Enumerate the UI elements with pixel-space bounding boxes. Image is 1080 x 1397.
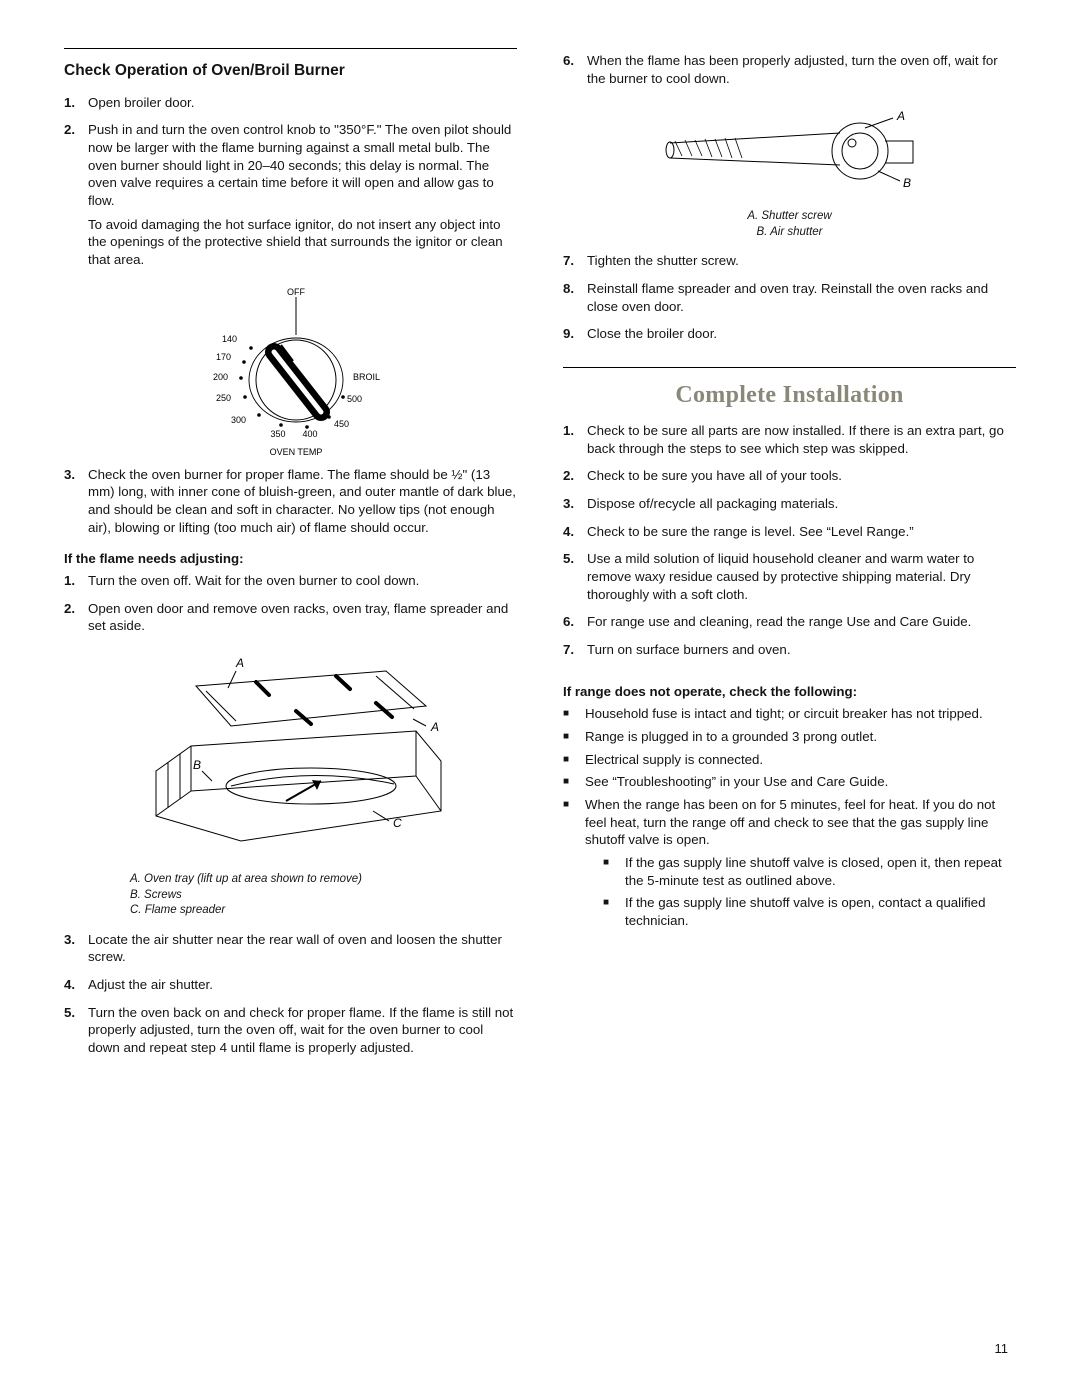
step-text: Check the oven burner for proper flame. … xyxy=(88,466,517,537)
step-item: 4. Adjust the air shutter. xyxy=(64,976,517,1000)
adjust-steps-b: 3. Locate the air shutter near the rear … xyxy=(64,931,517,1063)
figure-shutter: A B xyxy=(645,103,935,203)
svg-text:200: 200 xyxy=(212,372,227,382)
troubleshoot-list: Household fuse is intact and tight; or c… xyxy=(563,705,1016,934)
svg-text:A: A xyxy=(430,720,439,734)
steps-list-initial: 1. Open broiler door. 2. Push in and tur… xyxy=(64,94,517,275)
step-item: 5.Use a mild solution of liquid househol… xyxy=(563,550,1016,609)
step-item: 2. Push in and turn the oven control kno… xyxy=(64,121,517,274)
step-item: 9. Close the broiler door. xyxy=(563,325,1016,349)
svg-text:B: B xyxy=(193,758,201,772)
subheading-troubleshoot: If range does not operate, check the fol… xyxy=(563,683,1016,701)
figure-caption-tray: A. Oven tray (lift up at area shown to r… xyxy=(130,872,517,919)
section-rule xyxy=(563,367,1016,368)
list-item: When the range has been on for 5 minutes… xyxy=(563,796,1016,935)
step-item: 8. Reinstall flame spreader and oven tra… xyxy=(563,280,1016,321)
steps-list-after-knob: 3. Check the oven burner for proper flam… xyxy=(64,466,517,543)
svg-text:350: 350 xyxy=(270,429,285,439)
troubleshoot-sublist: If the gas supply line shutoff valve is … xyxy=(603,854,1016,930)
step-text: Push in and turn the oven control knob t… xyxy=(88,121,517,209)
step-text: Locate the air shutter near the rear wal… xyxy=(88,931,517,966)
list-item: Electrical supply is connected. xyxy=(563,751,1016,769)
svg-text:400: 400 xyxy=(302,429,317,439)
right-column: 6. When the flame has been properly adju… xyxy=(563,48,1016,1069)
step-item: 3.Dispose of/recycle all packaging mater… xyxy=(563,495,1016,519)
steps-continued: 6. When the flame has been properly adju… xyxy=(563,52,1016,93)
page: Check Operation of Oven/Broil Burner 1. … xyxy=(0,0,1080,1397)
page-number: 11 xyxy=(995,1340,1009,1357)
step-extra-text: To avoid damaging the hot surface ignito… xyxy=(88,216,517,269)
step-text: Turn the oven back on and check for prop… xyxy=(88,1004,517,1057)
complete-steps: 1.Check to be sure all parts are now ins… xyxy=(563,422,1016,665)
step-item: 1. Open broiler door. xyxy=(64,94,517,118)
step-item: 2.Check to be sure you have all of your … xyxy=(563,467,1016,491)
step-item: 6. When the flame has been properly adju… xyxy=(563,52,1016,93)
section-heading-check-operation: Check Operation of Oven/Broil Burner xyxy=(64,61,517,82)
step-item: 7.Turn on surface burners and oven. xyxy=(563,641,1016,665)
step-text: Tighten the shutter screw. xyxy=(587,252,1016,270)
adjust-steps-a: 1. Turn the oven off. Wait for the oven … xyxy=(64,572,517,641)
heading-complete-installation: Complete Installation xyxy=(563,380,1016,412)
svg-text:C: C xyxy=(393,816,402,830)
left-column: Check Operation of Oven/Broil Burner 1. … xyxy=(64,48,517,1069)
step-text: When the flame has been properly adjuste… xyxy=(587,52,1016,87)
svg-text:A: A xyxy=(235,656,244,670)
svg-text:250: 250 xyxy=(215,393,230,403)
figure-oven-tray: A A B C xyxy=(136,651,446,866)
step-item: 7. Tighten the shutter screw. xyxy=(563,252,1016,276)
svg-text:B: B xyxy=(903,176,911,190)
step-item: 1.Check to be sure all parts are now ins… xyxy=(563,422,1016,463)
step-item: 1. Turn the oven off. Wait for the oven … xyxy=(64,572,517,596)
step-text: Turn the oven off. Wait for the oven bur… xyxy=(88,572,517,590)
svg-text:170: 170 xyxy=(215,352,230,362)
svg-text:OVEN TEMP: OVEN TEMP xyxy=(269,447,322,457)
figure-caption-shutter: A. Shutter screw B. Air shutter xyxy=(563,209,1016,240)
svg-text:140: 140 xyxy=(221,334,236,344)
step-item: 2. Open oven door and remove oven racks,… xyxy=(64,600,517,641)
step-item: 3. Locate the air shutter near the rear … xyxy=(64,931,517,972)
step-item: 3. Check the oven burner for proper flam… xyxy=(64,466,517,543)
list-item: Household fuse is intact and tight; or c… xyxy=(563,705,1016,723)
svg-text:A: A xyxy=(896,109,905,123)
svg-text:300: 300 xyxy=(230,415,245,425)
list-item: Range is plugged in to a grounded 3 pron… xyxy=(563,728,1016,746)
svg-text:BROIL: BROIL xyxy=(353,372,380,382)
steps-789: 7. Tighten the shutter screw. 8. Reinsta… xyxy=(563,252,1016,349)
step-text: Open oven door and remove oven racks, ov… xyxy=(88,600,517,635)
step-item: 5. Turn the oven back on and check for p… xyxy=(64,1004,517,1063)
step-text: Reinstall flame spreader and oven tray. … xyxy=(587,280,1016,315)
figure-knob: OFF 140 170 200 250 300 350 400 450 500 … xyxy=(181,285,401,460)
list-item: If the gas supply line shutoff valve is … xyxy=(603,894,1016,929)
list-item: See “Troubleshooting” in your Use and Ca… xyxy=(563,773,1016,791)
svg-text:500: 500 xyxy=(347,394,362,404)
subheading-flame-adjust: If the flame needs adjusting: xyxy=(64,550,517,568)
svg-text:OFF: OFF xyxy=(287,287,305,297)
step-item: 6.For range use and cleaning, read the r… xyxy=(563,613,1016,637)
svg-text:450: 450 xyxy=(334,419,349,429)
section-rule xyxy=(64,48,517,49)
step-text: Close the broiler door. xyxy=(587,325,1016,343)
step-text: Adjust the air shutter. xyxy=(88,976,517,994)
step-text: Open broiler door. xyxy=(88,94,517,112)
list-item: If the gas supply line shutoff valve is … xyxy=(603,854,1016,889)
step-item: 4.Check to be sure the range is level. S… xyxy=(563,523,1016,547)
